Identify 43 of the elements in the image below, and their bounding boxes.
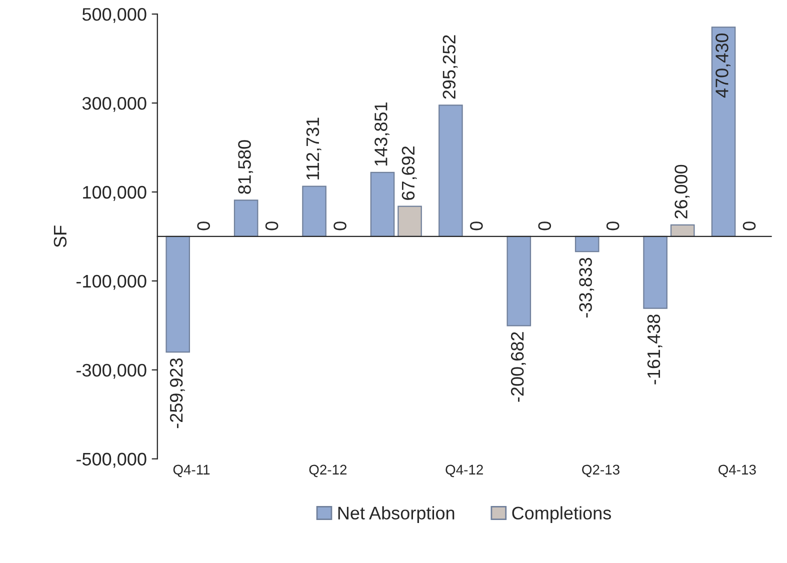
data-label: 0	[197, 222, 210, 230]
y-tick-label: 100,000	[83, 186, 146, 201]
bar	[506, 236, 532, 326]
bar	[302, 186, 326, 238]
data-label: -33,833	[579, 258, 594, 318]
data-label: 0	[742, 222, 756, 230]
bar	[398, 206, 422, 238]
bar	[574, 236, 600, 252]
data-label: 0	[334, 222, 346, 230]
y-tick-label: -100,000	[76, 274, 146, 290]
data-label: 0	[538, 222, 552, 230]
data-label: 0	[265, 222, 278, 230]
x-tick-label: Q2-12	[309, 464, 347, 478]
legend-label: Completions	[512, 506, 611, 524]
y-tick-label: 300,000	[82, 96, 146, 112]
y-tick-label: -500,000	[76, 452, 146, 468]
y-tick-label: -300,000	[76, 364, 146, 379]
data-label: 295,252	[442, 35, 458, 99]
legend-label: Net Absorption	[338, 506, 454, 524]
y-tick-label: 500,000	[82, 8, 146, 23]
data-label: 67,692	[402, 146, 417, 200]
data-label: 81,580	[238, 140, 254, 194]
bar	[166, 236, 190, 353]
bar	[370, 172, 395, 238]
x-tick-label: Q4-11	[173, 464, 210, 478]
bar	[711, 26, 736, 238]
data-label: 0	[606, 222, 620, 230]
bar	[670, 224, 695, 238]
data-label: -259,923	[170, 358, 185, 428]
y-axis-title: SF	[54, 226, 67, 248]
x-tick-label: Q4-12	[446, 464, 483, 478]
bar	[643, 236, 668, 309]
data-label: -161,438	[647, 314, 662, 384]
data-label: -200,682	[510, 332, 526, 402]
x-tick-label: Q2-13	[582, 464, 620, 478]
data-label: 26,000	[674, 164, 690, 218]
data-label: 143,851	[374, 102, 390, 166]
bar	[438, 104, 463, 238]
data-label: 0	[470, 222, 483, 230]
data-label: 470,430	[716, 33, 730, 98]
x-tick-label: Q4-13	[718, 464, 756, 478]
data-label: 112,731	[306, 118, 322, 180]
bar	[234, 200, 258, 238]
